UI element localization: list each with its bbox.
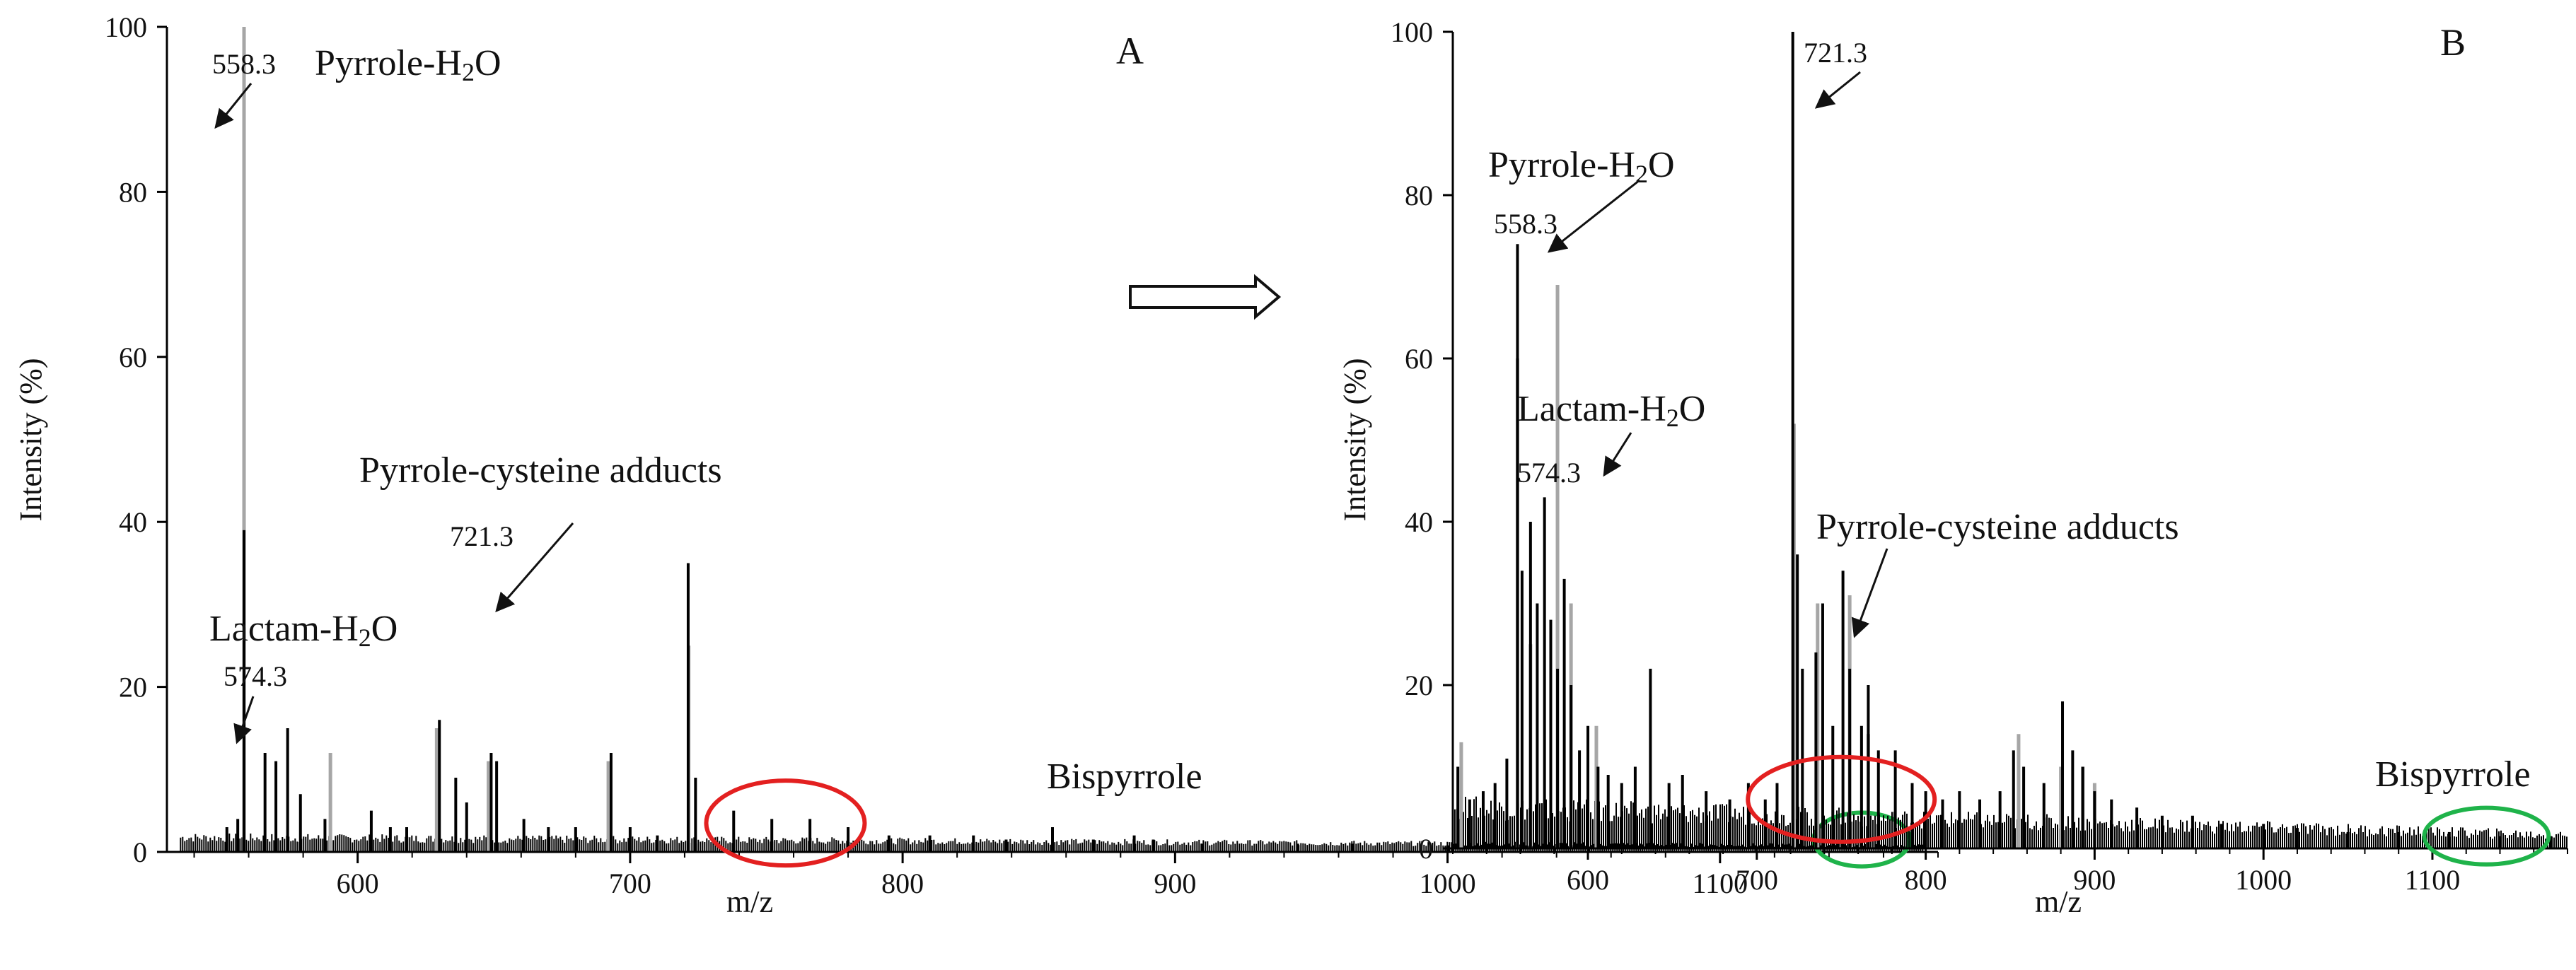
panel-a-x-axis-label: m/z: [726, 884, 773, 919]
process-arrow-shape: [1129, 274, 1282, 320]
panel-a-y-axis-label: Intensity (%): [13, 358, 48, 522]
panel-b-y-axis-label: Intensity (%): [1338, 358, 1372, 522]
panel-b-pyrrole-cysteine-arrow: [1851, 548, 1889, 638]
panel-a-letter: A: [1116, 30, 1144, 72]
panel-b-y-tick-label: 0: [1419, 833, 1433, 865]
panel-b-x-tick-label: 1100: [2405, 864, 2461, 896]
panel-a-lactam-h2o-arrow: [233, 696, 255, 744]
panel-a-y-tick-label: 100: [105, 11, 147, 43]
panel-b-x-tick-label: 900: [2073, 864, 2116, 896]
panel-b-letter: B: [2440, 21, 2466, 64]
panel-a-spectrum: [180, 27, 1924, 852]
panel-a-pyrrole-h2o-arrow: [214, 83, 253, 129]
panel-a-y-ticks: 0 20 40 60 80 100: [105, 11, 167, 868]
panel-a-y-tick-label: 20: [119, 672, 147, 703]
panel-a-red-ellipse: [704, 778, 867, 868]
panel-b: 0 20 40 60 80 100 600 700 800 900 1000 1100 Intens…: [1338, 16, 2568, 919]
panel-b-peak-558-label: 558.3: [1494, 208, 1557, 240]
panel-a-bispyrrole-label: Bispyrrole: [1047, 756, 1202, 797]
panel-a-x-tick-label: 900: [1154, 867, 1196, 899]
panel-b-red-ellipse: [1746, 754, 1937, 844]
panel-a-y-tick-label: 40: [119, 506, 147, 538]
panel-b-x-axis-label: m/z: [2035, 884, 2082, 919]
panel-b-x-tick-label: 1000: [2235, 864, 2292, 896]
panel-a-pyrrole-cysteine-arrow: [495, 522, 574, 613]
panel-a-x-tick-label: 700: [609, 867, 651, 899]
panel-b-peak-721-label: 721.3: [1804, 37, 1867, 69]
panel-b-axes: [1451, 32, 2568, 850]
panel-b-bispyrrole-label: Bispyrrole: [2375, 754, 2531, 795]
panel-a-x-tick-label: 1100: [1693, 867, 1748, 899]
panel-b-x-tick-label: 700: [1736, 864, 1778, 896]
panel-b-pyrrole-h2o-arrow: [1547, 179, 1640, 253]
panel-a-peak-574-label: 574.3: [224, 660, 287, 692]
panel-a-axes: [166, 27, 1938, 853]
panel-b-x-tick-label: 600: [1567, 864, 1609, 896]
right-arrow-icon: [1129, 274, 1282, 320]
panel-b-pyrrole-cysteine-label: Pyrrole-cysteine adducts: [1816, 507, 2179, 547]
panel-b-y-tick-label: 80: [1405, 180, 1433, 211]
panel-b-lactam-h2o-label: Lactam-H2O: [1517, 389, 1705, 432]
panel-a-x-tick-label: 600: [337, 867, 379, 899]
panel-b-lactam-h2o-arrow: [1603, 432, 1632, 477]
panel-b-pyrrole-h2o-label: Pyrrole-H2O: [1488, 145, 1675, 188]
panel-a-lactam-h2o-label: Lactam-H2O: [209, 609, 398, 652]
panel-a-peak-721-label: 721.3: [450, 520, 514, 552]
panel-b-y-tick-label: 100: [1391, 16, 1433, 48]
panel-a-y-tick-label: 0: [133, 836, 147, 868]
panel-b-y-tick-label: 40: [1405, 506, 1433, 538]
panel-b-x-tick-label: 800: [1905, 864, 1947, 896]
panel-a-x-tick-label: 800: [881, 867, 924, 899]
panel-a-peak-558-label: 558.3: [212, 48, 276, 80]
panel-a-x-tick-label: 1000: [1420, 867, 1476, 899]
panel-b-green-ellipse: [2422, 805, 2551, 867]
panel-a-x-ticks: 600 700 800 900 1000 1100: [193, 852, 1939, 899]
panel-b-peak-721-arrow: [1814, 71, 1861, 109]
panel-b-peak-574-label: 574.3: [1517, 457, 1581, 489]
panel-a-pyrrole-cysteine-label: Pyrrole-cysteine adducts: [359, 450, 722, 491]
panel-b-x-ticks: 600 700 800 900 1000 1100: [1452, 848, 2568, 896]
panel-a-y-tick-label: 80: [119, 176, 147, 208]
panel-b-spectrum: [1452, 32, 2568, 848]
panel-b-y-tick-label: 60: [1405, 343, 1433, 375]
panel-a-pyrrole-h2o-label: Pyrrole-H2O: [315, 43, 501, 86]
panel-b-y-tick-label: 20: [1405, 670, 1433, 701]
panel-b-y-ticks: 0 20 40 60 80 100: [1391, 16, 1453, 865]
panel-a-y-tick-label: 60: [119, 341, 147, 373]
